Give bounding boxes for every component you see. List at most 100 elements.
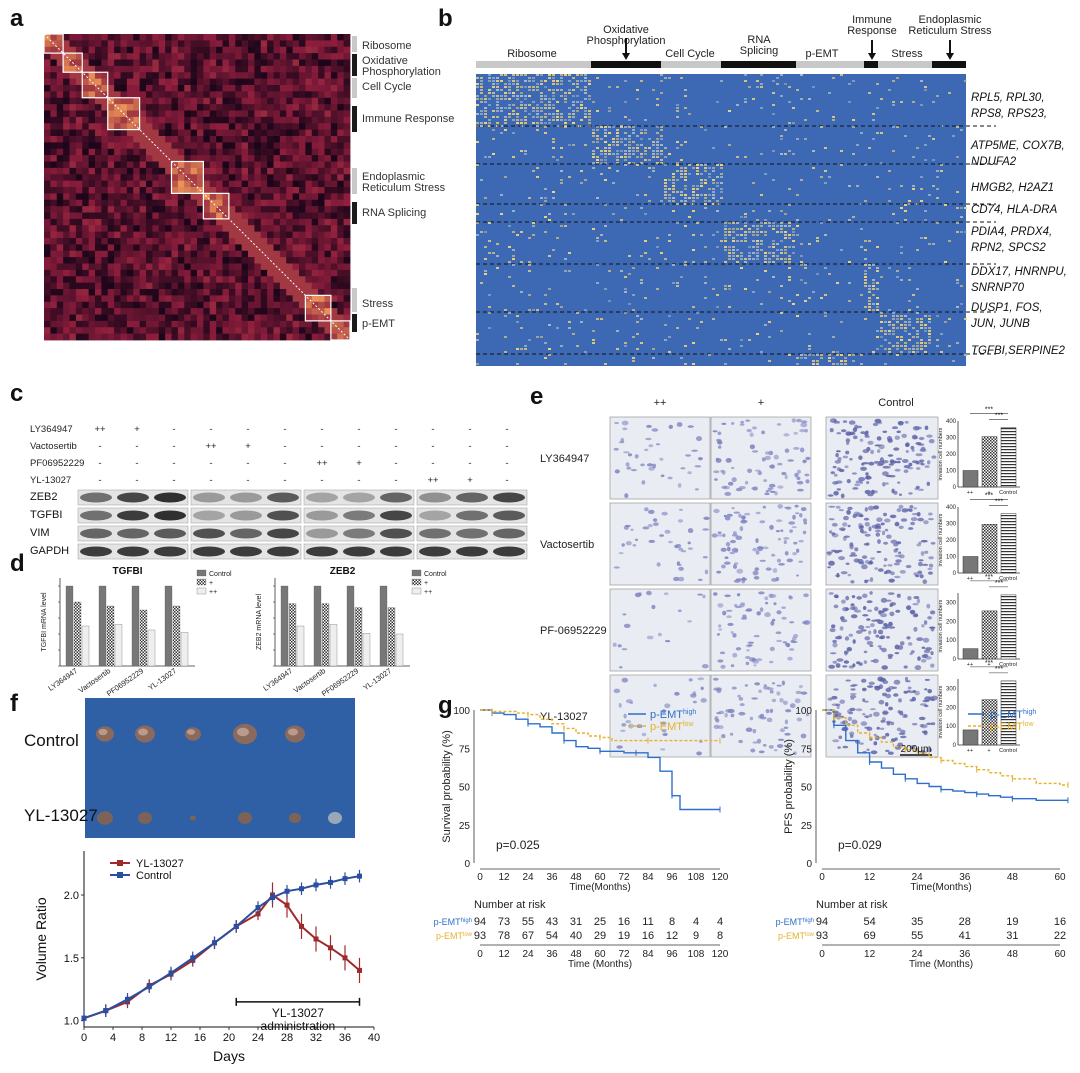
- heatmap-cell: [916, 336, 919, 338]
- heatmap-cell: [840, 249, 843, 251]
- heatmap-cell: [520, 327, 523, 329]
- heatmap-cell: [101, 148, 109, 156]
- heatmap-cell: [299, 91, 306, 99]
- heatmap-cell: [120, 46, 128, 54]
- heatmap-cell: [184, 167, 192, 175]
- heatmap-cell: [624, 312, 627, 314]
- heatmap-cell: [44, 244, 51, 252]
- heatmap-cell: [928, 135, 931, 137]
- heatmap-cell: [88, 85, 96, 92]
- heatmap-cell: [267, 276, 274, 284]
- heatmap-cell: [652, 357, 655, 359]
- heatmap-cell: [532, 122, 535, 124]
- heatmap-cell: [126, 174, 134, 182]
- heatmap-cell: [560, 147, 563, 149]
- heatmap-cell: [56, 180, 64, 188]
- heatmap-cell: [318, 148, 325, 156]
- heatmap-cell: [732, 255, 735, 257]
- heatmap-cell: [318, 212, 325, 220]
- cell: [653, 518, 658, 522]
- gene-label: HMGB2, H2AZ1: [971, 182, 1055, 194]
- heatmap-cell: [197, 53, 204, 60]
- heatmap-cell: [222, 116, 230, 124]
- heatmap-cell: [222, 320, 230, 328]
- heatmap-cell: [624, 164, 627, 166]
- heatmap-cell: [656, 138, 659, 140]
- heatmap-cell: [343, 72, 351, 80]
- heatmap-cell: [720, 173, 723, 175]
- cell: [793, 633, 799, 638]
- heatmap-cell: [676, 170, 679, 172]
- heatmap-cell: [126, 282, 134, 290]
- heatmap-cell: [107, 187, 115, 194]
- blot-band: [193, 510, 225, 521]
- heatmap-cell: [311, 289, 319, 296]
- heatmap-cell: [267, 218, 274, 226]
- heatmap-cell: [197, 308, 204, 315]
- cell: [873, 461, 880, 464]
- cell: [848, 665, 855, 669]
- heatmap-cell: [158, 129, 166, 137]
- heatmap-cell: [299, 104, 306, 111]
- heatmap-cell: [784, 153, 787, 155]
- heatmap-cell: [548, 288, 551, 290]
- heatmap-cell: [868, 306, 871, 308]
- heatmap-cell: [960, 216, 963, 218]
- cell: [616, 745, 623, 749]
- heatmap-cell: [324, 65, 332, 73]
- heatmap-cell: [56, 250, 64, 258]
- heatmap-cell: [311, 263, 319, 271]
- heatmap-cell: [524, 122, 527, 124]
- heatmap-cell: [228, 59, 236, 67]
- heatmap-cell: [88, 225, 96, 233]
- cell: [736, 568, 744, 574]
- gene-label: PDIA4, PRDX4,: [971, 226, 1053, 238]
- heatmap-cell: [44, 282, 51, 290]
- heatmap-cell: [960, 207, 963, 209]
- heatmap-cell: [299, 34, 306, 41]
- cell: [648, 466, 655, 471]
- heatmap-cell: [305, 250, 313, 258]
- cell: [676, 543, 682, 548]
- heatmap-cell: [544, 188, 547, 190]
- heatmap-cell: [190, 116, 198, 124]
- heatmap-cell: [184, 250, 192, 258]
- heatmap-cell: [660, 129, 663, 131]
- heatmap-cell: [146, 308, 153, 315]
- cell: [883, 541, 889, 545]
- heatmap-cell: [704, 129, 707, 131]
- cell: [696, 751, 702, 756]
- heatmap-cell: [133, 136, 141, 143]
- heatmap-cell: [50, 250, 58, 258]
- heatmap-cell: [171, 148, 179, 156]
- heatmap-cell: [146, 65, 153, 73]
- heatmap-cell: [95, 65, 102, 73]
- heatmap-cell: [177, 295, 185, 303]
- blot-band: [419, 546, 451, 557]
- blot-band: [117, 510, 149, 521]
- cell: [746, 649, 750, 652]
- panel-letter-b: b: [438, 5, 453, 32]
- heatmap-cell: [203, 289, 211, 296]
- cell: [869, 591, 873, 595]
- heatmap-cell: [496, 122, 499, 124]
- cell: [796, 574, 799, 577]
- heatmap-cell: [190, 212, 198, 220]
- heatmap-cell: [44, 314, 51, 322]
- blot-band: [493, 492, 525, 503]
- heatmap-cell: [804, 357, 807, 359]
- cell: [839, 626, 844, 631]
- heatmap-cell: [203, 161, 211, 169]
- heatmap-cell: [324, 263, 332, 271]
- heatmap-cell: [228, 244, 236, 252]
- heatmap-cell: [305, 327, 313, 335]
- heatmap-cell: [279, 91, 287, 99]
- header-rna: RNA: [747, 34, 771, 46]
- heatmap-cell: [171, 320, 179, 328]
- heatmap-cell: [177, 167, 185, 175]
- heatmap-cell: [254, 269, 262, 277]
- heatmap-cell: [114, 161, 121, 169]
- heatmap-cell: [324, 91, 332, 99]
- cell: [835, 505, 841, 509]
- heatmap-cell: [139, 110, 147, 118]
